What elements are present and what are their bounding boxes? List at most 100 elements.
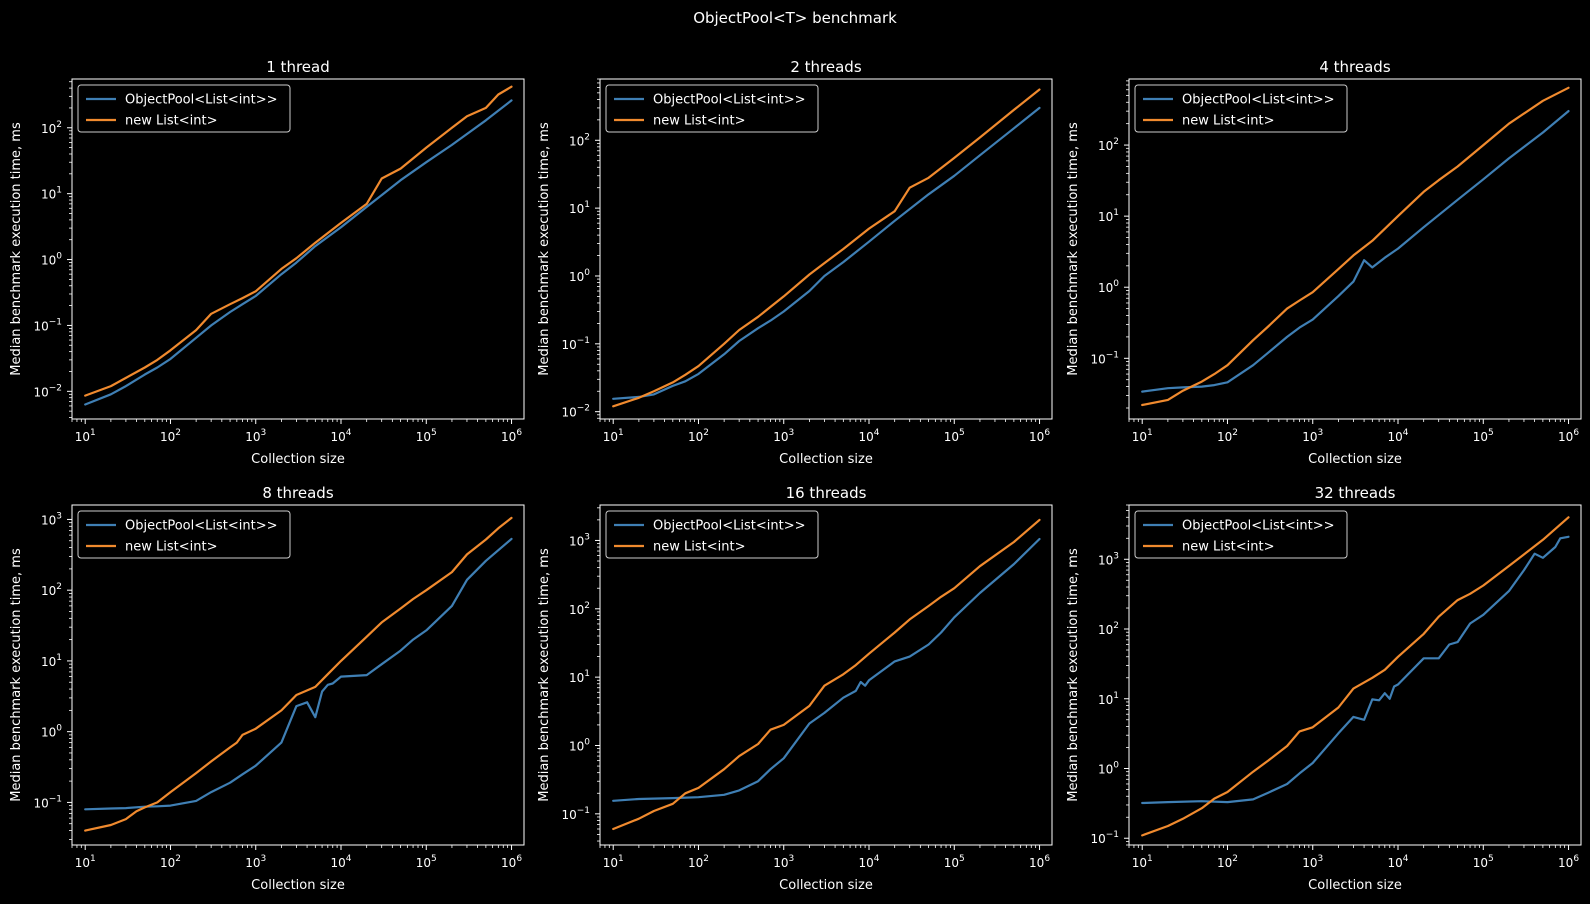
x-tick-label: 106 bbox=[501, 854, 522, 870]
subplot-5: 16 threads 101 102 103 104 105 106 10−1 100 101 10… bbox=[537, 484, 1053, 893]
x-axis-label: Collection size bbox=[251, 878, 345, 893]
x-axis-label: Collection size bbox=[779, 452, 873, 467]
legend-box bbox=[77, 84, 291, 133]
y-tick-label: 100 bbox=[41, 252, 62, 268]
legend: ObjectPool<List<int>> new List<int> bbox=[605, 510, 819, 559]
legend-box bbox=[77, 510, 291, 559]
y-tick-label: 100 bbox=[1098, 279, 1119, 295]
y-tick-label: 100 bbox=[41, 724, 62, 740]
x-tick-label: 105 bbox=[1473, 854, 1494, 870]
y-axis-label: Median benchmark execution time, ms bbox=[9, 122, 24, 376]
y-tick-label: 103 bbox=[1098, 551, 1119, 567]
y-tick-label: 10−1 bbox=[1090, 350, 1119, 366]
series-line-objectpool bbox=[1141, 535, 1570, 805]
y-tick-label: 102 bbox=[1098, 621, 1119, 637]
y-tick-label: 102 bbox=[1098, 137, 1119, 153]
y-tick-label: 100 bbox=[569, 737, 590, 753]
series-line-new-list bbox=[84, 85, 513, 397]
x-tick-label: 104 bbox=[1387, 854, 1408, 870]
legend-box bbox=[1134, 510, 1348, 559]
y-tick-label: 103 bbox=[569, 532, 590, 548]
series-group bbox=[612, 518, 1041, 831]
x-tick-label: 104 bbox=[1387, 428, 1408, 444]
series-group bbox=[612, 88, 1041, 408]
x-tick-label: 106 bbox=[1558, 428, 1579, 444]
y-tick-label: 101 bbox=[569, 200, 590, 216]
plot-frame bbox=[1128, 78, 1582, 420]
subplot-title: 1 thread bbox=[266, 58, 329, 76]
y-tick-label: 100 bbox=[569, 268, 590, 284]
y-tick-label: 101 bbox=[41, 653, 62, 669]
x-tick-label: 103 bbox=[773, 854, 794, 870]
subplot-title: 2 threads bbox=[790, 58, 861, 76]
y-tick-label: 101 bbox=[569, 669, 590, 685]
y-tick-label: 102 bbox=[569, 601, 590, 617]
legend: ObjectPool<List<int>> new List<int> bbox=[605, 84, 819, 133]
legend-label: ObjectPool<List<int>> bbox=[1182, 519, 1334, 534]
legend-label: ObjectPool<List<int>> bbox=[653, 93, 805, 108]
series-line-new-list bbox=[612, 88, 1041, 408]
plot-frame bbox=[599, 504, 1053, 846]
series-line-new-list bbox=[84, 516, 513, 832]
x-axis-label: Collection size bbox=[779, 878, 873, 893]
series-group bbox=[84, 85, 513, 406]
x-tick-label: 102 bbox=[1217, 854, 1238, 870]
subplot-title: 8 threads bbox=[262, 484, 333, 502]
series-line-objectpool bbox=[612, 106, 1041, 400]
x-tick-label: 106 bbox=[501, 428, 522, 444]
subplot-2: 2 threads 101 102 103 104 105 106 10−2 10−1 100 10… bbox=[537, 58, 1053, 467]
y-axis-label: Median benchmark execution time, ms bbox=[1066, 122, 1081, 376]
y-tick-label: 101 bbox=[1098, 208, 1119, 224]
y-tick-label: 10−1 bbox=[33, 794, 62, 810]
legend: ObjectPool<List<int>> new List<int> bbox=[1134, 84, 1348, 133]
plot-frame bbox=[599, 78, 1053, 420]
x-tick-label: 104 bbox=[858, 428, 879, 444]
x-tick-label: 101 bbox=[75, 428, 96, 444]
x-tick-label: 105 bbox=[416, 854, 437, 870]
series-line-new-list bbox=[1141, 516, 1570, 837]
series-group bbox=[1141, 86, 1570, 407]
series-line-objectpool bbox=[1141, 109, 1570, 393]
x-tick-label: 102 bbox=[688, 854, 709, 870]
legend: ObjectPool<List<int>> new List<int> bbox=[77, 84, 291, 133]
y-tick-label: 101 bbox=[41, 186, 62, 202]
subplot-title: 4 threads bbox=[1319, 58, 1390, 76]
x-tick-label: 101 bbox=[603, 854, 624, 870]
legend-label: ObjectPool<List<int>> bbox=[125, 519, 277, 534]
y-tick-label: 102 bbox=[41, 582, 62, 598]
y-tick-label: 10−1 bbox=[1090, 830, 1119, 846]
series-line-objectpool bbox=[84, 537, 513, 811]
legend-label: new List<int> bbox=[1182, 114, 1274, 129]
y-tick-label: 103 bbox=[41, 511, 62, 527]
x-axis-label: Collection size bbox=[1308, 878, 1402, 893]
x-tick-label: 101 bbox=[603, 428, 624, 444]
x-tick-label: 102 bbox=[160, 428, 181, 444]
legend-label: ObjectPool<List<int>> bbox=[125, 93, 277, 108]
x-tick-label: 105 bbox=[944, 428, 965, 444]
series-group bbox=[1141, 516, 1570, 837]
y-tick-label: 10−2 bbox=[33, 383, 62, 399]
x-tick-label: 103 bbox=[773, 428, 794, 444]
plot-frame bbox=[71, 504, 525, 846]
y-axis-label: Median benchmark execution time, ms bbox=[9, 548, 24, 802]
subplot-4: 8 threads 101 102 103 104 105 106 10−1 100 101 102… bbox=[9, 484, 525, 893]
legend-label: new List<int> bbox=[125, 540, 217, 555]
x-tick-label: 105 bbox=[1473, 428, 1494, 444]
legend: ObjectPool<List<int>> new List<int> bbox=[77, 510, 291, 559]
x-axis-label: Collection size bbox=[251, 452, 345, 467]
subplot-1: 1 thread 101 102 103 104 105 106 10−2 10−1 100 101… bbox=[9, 58, 525, 467]
x-tick-label: 101 bbox=[1132, 428, 1153, 444]
y-tick-label: 102 bbox=[569, 132, 590, 148]
y-tick-label: 102 bbox=[41, 120, 62, 136]
series-line-objectpool bbox=[612, 537, 1041, 802]
x-tick-label: 101 bbox=[1132, 854, 1153, 870]
y-tick-label: 101 bbox=[1098, 691, 1119, 707]
x-tick-label: 103 bbox=[1302, 428, 1323, 444]
x-tick-label: 103 bbox=[1302, 854, 1323, 870]
x-tick-label: 103 bbox=[245, 428, 266, 444]
legend-label: new List<int> bbox=[653, 540, 745, 555]
plot-frame bbox=[71, 78, 525, 420]
y-axis-label: Median benchmark execution time, ms bbox=[1066, 548, 1081, 802]
